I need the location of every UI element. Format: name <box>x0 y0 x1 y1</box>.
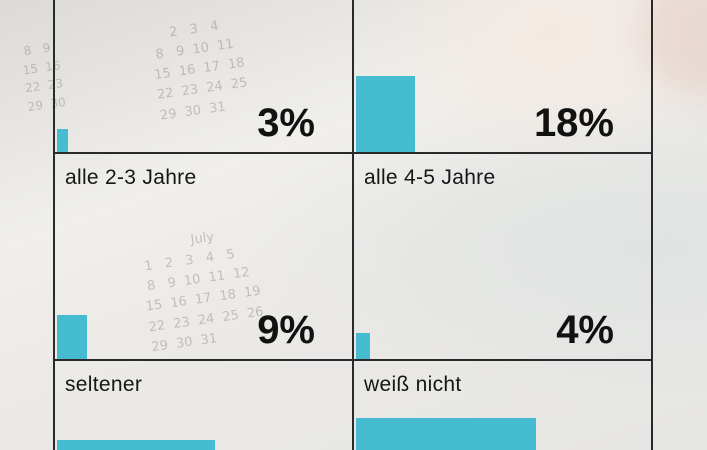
value-label: 9% <box>257 308 315 352</box>
grid-line-left <box>53 0 55 450</box>
chart-cell-2: alle 2-3 Jahre 9% <box>55 154 351 359</box>
chart-cell-3: alle 4-5 Jahre 4% <box>354 154 650 359</box>
chart-cell-0: 3% <box>55 0 351 152</box>
grid-line-row-2 <box>53 359 653 361</box>
category-label: weiß nicht <box>364 373 462 396</box>
grid-line-middle <box>352 0 354 450</box>
grid-line-right <box>651 0 653 450</box>
bar-1 <box>356 76 415 152</box>
category-label: alle 2-3 Jahre <box>65 166 197 189</box>
bar-5 <box>356 418 536 450</box>
value-label: 18% <box>533 101 614 145</box>
grid-line-row-1 <box>53 152 653 154</box>
value-label: 4% <box>556 308 614 352</box>
bar-4 <box>57 440 215 450</box>
chart-cell-5: weiß nicht <box>354 361 650 450</box>
value-label: 3% <box>257 101 315 145</box>
category-label: seltener <box>65 373 143 396</box>
bar-2 <box>57 314 87 359</box>
category-label: alle 4-5 Jahre <box>364 166 496 189</box>
bar-3 <box>356 332 370 359</box>
chart-cell-4: seltener <box>55 361 351 450</box>
chart-cell-1: 18% <box>354 0 650 152</box>
bar-0 <box>57 129 68 152</box>
